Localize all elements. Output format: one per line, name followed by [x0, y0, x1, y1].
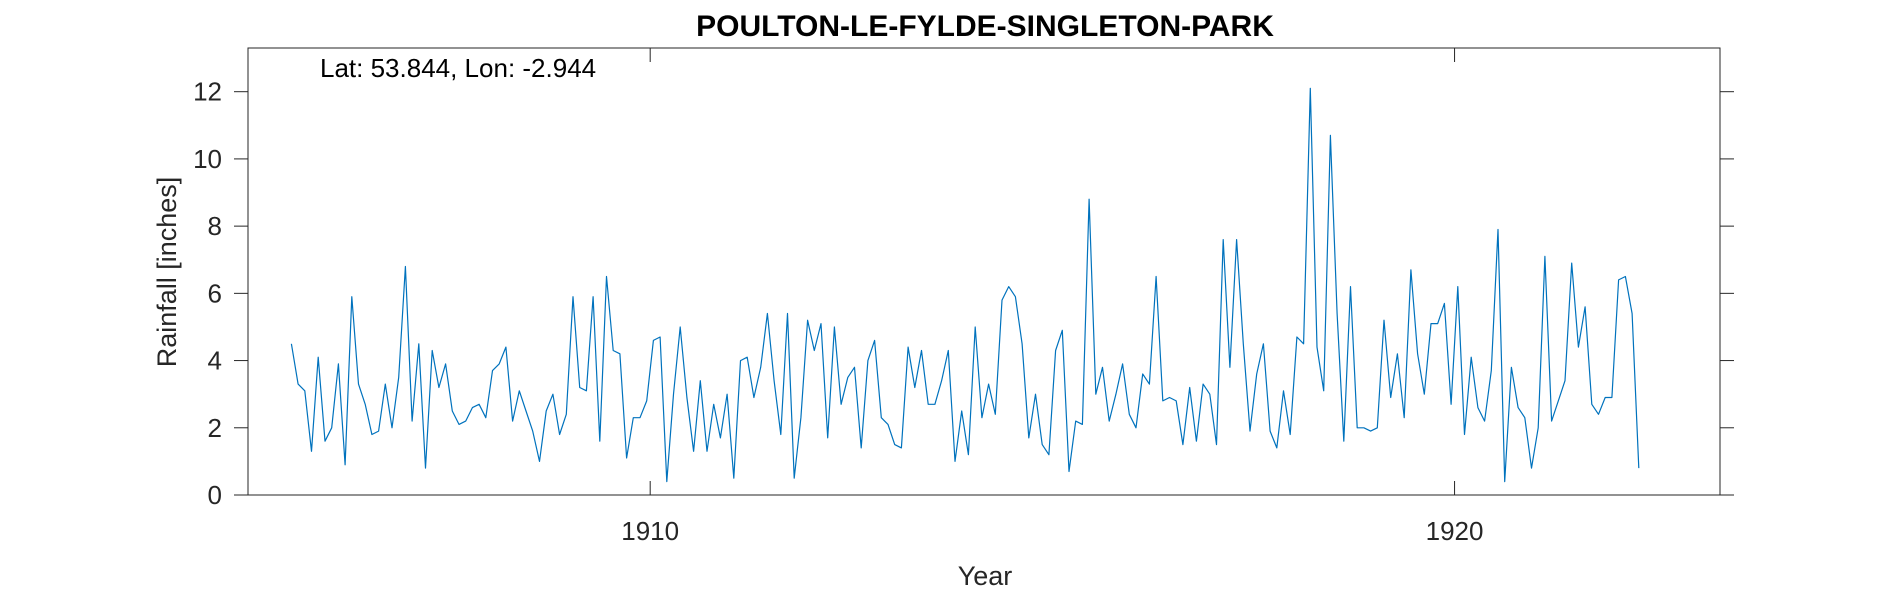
y-tick-label: 2	[208, 413, 222, 443]
x-tick-label: 1920	[1426, 516, 1484, 546]
y-tick-label: 8	[208, 211, 222, 241]
x-axis-label: Year	[958, 561, 1013, 591]
x-tick-label: 1910	[621, 516, 679, 546]
y-tick-label: 4	[208, 346, 222, 376]
location-annotation: Lat: 53.844, Lon: -2.944	[320, 53, 596, 83]
y-tick-label: 12	[193, 77, 222, 107]
y-axis-label: Rainfall [inches]	[152, 177, 182, 368]
y-tick-label: 10	[193, 144, 222, 174]
plot-frame	[247, 47, 1721, 496]
series-line-rainfall	[290, 87, 1640, 483]
plot-axes: 0 2 4 6 8 10 12 1910 1920	[193, 47, 1734, 546]
y-tick-label: 6	[208, 278, 222, 308]
chart-title: POULTON-LE-FYLDE-SINGLETON-PARK	[696, 10, 1274, 43]
y-tick-label: 0	[208, 480, 222, 510]
